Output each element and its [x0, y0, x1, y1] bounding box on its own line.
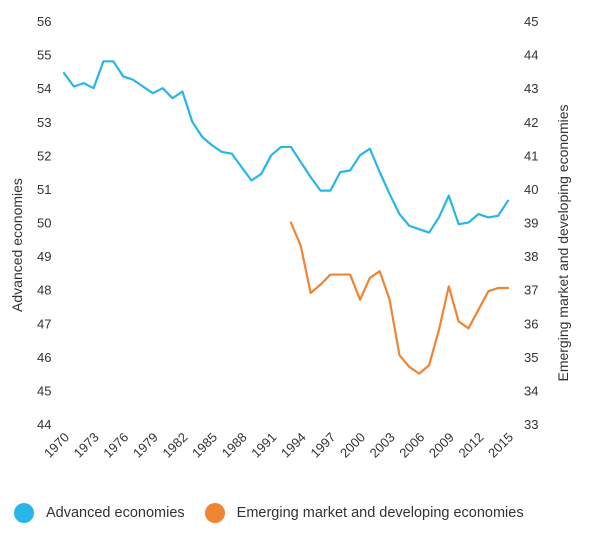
right-tick-label: 36 [524, 316, 538, 331]
right-tick-label: 38 [524, 249, 538, 264]
x-tick-label: 2003 [367, 430, 398, 461]
x-tick-label: 1973 [71, 430, 102, 461]
x-tick-label: 1982 [159, 430, 190, 461]
x-tick-label: 1970 [41, 430, 72, 461]
x-tick-label: 1979 [130, 430, 161, 461]
left-tick-label: 45 [37, 383, 51, 398]
right-axis-ticks: 33 34 35 36 37 38 39 40 41 42 43 44 45 [524, 14, 538, 432]
right-tick-label: 33 [524, 417, 538, 432]
x-tick-label: 1985 [189, 430, 220, 461]
x-tick-label: 2006 [396, 430, 427, 461]
left-tick-label: 55 [37, 48, 51, 63]
legend-label-emerging: Emerging market and developing economies [236, 505, 524, 521]
left-axis-ticks: 44 45 46 47 48 49 50 51 52 53 54 55 56 [37, 14, 51, 432]
series-line-emerging-economies [289, 221, 510, 375]
right-tick-label: 39 [524, 216, 538, 231]
right-tick-label: 34 [524, 383, 538, 398]
left-tick-label: 44 [37, 417, 51, 432]
series-line-advanced-economies [62, 60, 510, 234]
right-tick-label: 45 [524, 14, 538, 29]
x-tick-label: 2000 [337, 430, 368, 461]
legend-label-advanced: Advanced economies [46, 505, 185, 521]
x-tick-label: 2015 [485, 430, 516, 461]
left-tick-label: 54 [37, 81, 51, 96]
right-tick-label: 41 [524, 148, 538, 163]
x-tick-label: 1976 [100, 430, 131, 461]
legend-item-advanced: Advanced economies [14, 503, 185, 523]
series-lines [62, 60, 510, 375]
x-tick-label: 1994 [278, 430, 309, 461]
right-tick-label: 42 [524, 115, 538, 130]
legend-swatch-advanced [14, 503, 34, 523]
left-tick-label: 56 [37, 14, 51, 29]
left-tick-label: 50 [37, 216, 51, 231]
x-tick-label: 1997 [307, 430, 338, 461]
left-tick-label: 53 [37, 115, 51, 130]
legend-swatch-emerging [204, 503, 225, 523]
right-tick-label: 43 [524, 81, 538, 96]
left-tick-label: 48 [37, 283, 51, 298]
x-tick-label: 2009 [426, 430, 457, 461]
x-tick-label: 1991 [248, 430, 279, 461]
legend-item-emerging: Emerging market and developing economies [204, 503, 524, 523]
left-tick-label: 52 [37, 148, 51, 163]
right-tick-label: 35 [524, 350, 538, 365]
right-tick-label: 40 [524, 182, 538, 197]
left-tick-label: 46 [37, 350, 51, 365]
x-tick-label: 1988 [219, 430, 250, 461]
x-axis-ticks: 1970197319761979198219851988199119941997… [41, 430, 516, 461]
right-axis-title: Emerging market and developing economies [555, 104, 571, 381]
right-tick-label: 37 [524, 283, 538, 298]
left-tick-label: 51 [37, 182, 51, 197]
right-tick-label: 44 [524, 48, 538, 63]
left-tick-label: 49 [37, 249, 51, 264]
left-tick-label: 47 [37, 316, 51, 331]
x-tick-label: 2012 [455, 430, 486, 461]
legend: Advanced economies Emerging market and d… [14, 500, 544, 526]
left-axis-title: Advanced economies [9, 178, 25, 312]
